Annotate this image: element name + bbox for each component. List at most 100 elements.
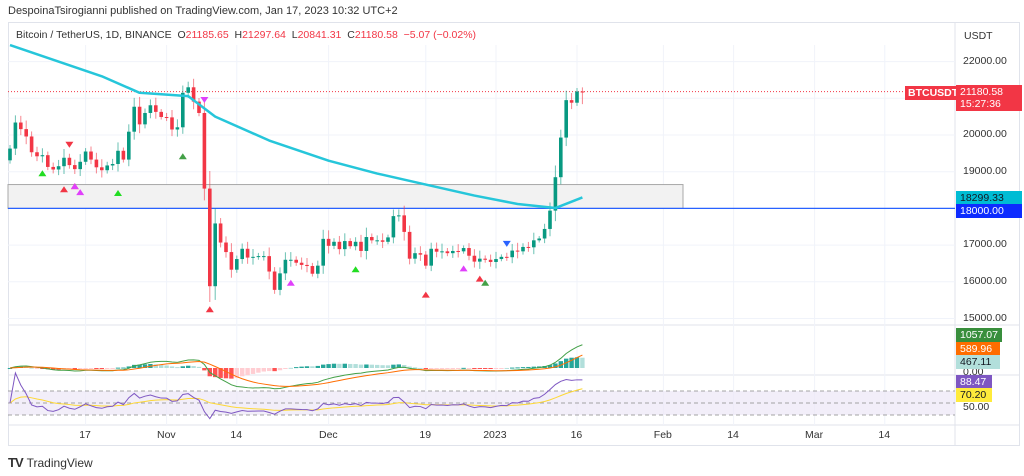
candle-body [418,253,423,255]
time-tick-label: Mar [805,429,824,441]
high-value: 21297.64 [242,29,286,41]
candle-body [494,259,498,262]
macd-histogram-bar [423,368,428,369]
candle-body [483,258,487,260]
candle-body [186,87,190,93]
macd-line-label: 467.11 [956,355,1000,369]
candle-body [375,240,379,242]
open-label: O [177,29,186,41]
candle-body [391,216,396,238]
candle-body [283,259,288,274]
time-tick-label: Dec [319,429,338,441]
macd-histogram-bar [261,368,266,372]
macd-histogram-bar [72,368,77,370]
candle-body [499,256,504,260]
candle-body [316,265,320,274]
macd-histogram-bar [499,368,504,369]
signal-marker-up [70,183,79,190]
open-value: 21185.65 [185,29,229,41]
time-tick-label: 14 [878,429,891,441]
macd-histogram-bar [380,365,385,368]
signal-marker-up [76,189,85,196]
candle-body [132,106,136,132]
macd-histogram-bar [488,368,493,369]
candle-body [278,273,282,290]
signal-marker-down [65,141,74,148]
candle-body [148,105,153,113]
signal-marker-up [205,306,214,313]
candle-body [305,264,309,267]
macd-histogram-bar [439,368,445,369]
time-tick-label: 19 [419,429,432,441]
macd-histogram-bar [267,368,272,372]
signal-marker-up [60,186,68,193]
price-tick-label: 22000.00 [963,54,1007,67]
candle-body [294,259,298,263]
signal-marker-up [38,170,47,177]
candle-body [94,159,99,168]
candle-body [424,254,428,266]
macd-histogram-bar [175,367,180,369]
candle-body [105,165,109,171]
candle-body [434,248,439,252]
macd-signal-line [9,354,583,387]
symbol-tag: BTCUSDT [905,86,962,100]
chart-frame [8,22,1020,446]
macd-histogram-bar [240,368,245,377]
candle-body [348,241,352,247]
macd-histogram-bar [202,368,207,371]
macd-histogram-bar [364,364,369,368]
time-tick-label: Feb [653,429,672,441]
tradingview-brand: TradingView [26,455,93,470]
candle-body [402,215,406,232]
tradingview-logo[interactable]: TV TradingView [8,455,93,470]
candle-body [467,248,471,256]
macd-histogram-bar [164,365,169,368]
candle-body [326,238,331,246]
candle-body [397,215,401,217]
candle-body [559,137,563,178]
macd-histogram-bar [337,363,342,368]
candle-body [299,262,304,265]
macd-histogram-bar [299,366,304,368]
candle-body [429,248,433,266]
candle-body [229,252,234,270]
macd-histogram-bar [396,364,401,368]
candle-body [370,237,374,241]
rsi-ma-line [9,388,583,411]
macd-signal-label: 589.96 [956,342,1000,356]
candle-body [380,240,385,242]
macd-histogram-bar [277,368,283,371]
macd-histogram-bar [510,367,515,369]
last-price-label: 21180.58 15:27:36 [956,85,1022,111]
macd-hist-label: 1057.07 [956,328,1002,342]
macd-histogram-bar [288,367,293,369]
candle-body [478,258,482,262]
candle-body [191,87,196,102]
candle-body [262,256,266,258]
candle-body [159,111,163,118]
candle-body [451,250,455,254]
macd-histogram-bar [223,368,229,379]
candle-body [127,131,131,160]
macd-histogram-bar [461,367,466,369]
candle-body [461,248,466,252]
signal-marker-up [459,265,468,272]
candle-body [175,127,180,130]
candle-body [40,155,45,157]
candle-body [35,152,39,157]
time-tick-label: Nov [157,429,176,441]
candle-body [213,223,217,287]
macd-histogram-bar [121,367,126,369]
price-tick-label: 17000.00 [963,238,1007,251]
price-tick-label: 19000.00 [963,164,1007,177]
candle-body [364,237,369,251]
candle-body [353,241,358,247]
macd-histogram-bar [321,364,326,368]
candle-body [488,259,493,262]
level-value-label: 18000.00 [956,204,1022,218]
macd-histogram-bar [88,368,94,369]
candle-body [548,210,552,229]
time-tick-label: 14 [727,429,739,441]
